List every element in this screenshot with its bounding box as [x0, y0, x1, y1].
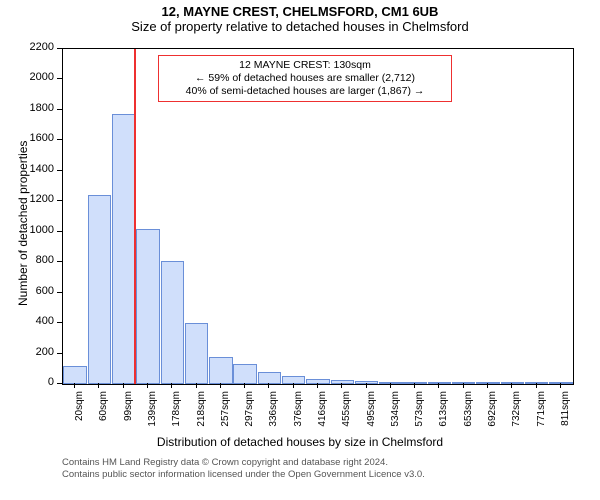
chart-container: 12, MAYNE CREST, CHELMSFORD, CM1 6UB Siz…: [0, 0, 600, 500]
x-tick-mark: [536, 383, 537, 388]
x-tick-mark: [414, 383, 415, 388]
footer-line-2: Contains public sector information licen…: [62, 469, 425, 481]
x-tick-label: 218sqm: [196, 391, 207, 441]
histogram-bar: [258, 372, 281, 384]
x-tick-label: 455sqm: [341, 391, 352, 441]
x-tick-mark: [487, 383, 488, 388]
x-tick-mark: [123, 383, 124, 388]
histogram-bar: [379, 382, 402, 384]
footer-attribution: Contains HM Land Registry data © Crown c…: [62, 457, 425, 481]
y-tick-mark: [57, 200, 62, 201]
x-tick-mark: [511, 383, 512, 388]
y-tick-mark: [57, 78, 62, 79]
property-marker-line: [134, 49, 136, 384]
y-tick-label: 600: [20, 285, 54, 297]
x-tick-mark: [147, 383, 148, 388]
y-tick-label: 0: [20, 376, 54, 388]
x-tick-mark: [366, 383, 367, 388]
x-tick-mark: [244, 383, 245, 388]
x-tick-mark: [196, 383, 197, 388]
x-tick-label: 178sqm: [171, 391, 182, 441]
y-tick-mark: [57, 231, 62, 232]
x-tick-mark: [171, 383, 172, 388]
x-tick-mark: [390, 383, 391, 388]
plot-area: 12 MAYNE CREST: 130sqm← 59% of detached …: [62, 48, 574, 385]
x-tick-label: 99sqm: [123, 391, 134, 441]
x-tick-mark: [74, 383, 75, 388]
property-annotation-box: 12 MAYNE CREST: 130sqm← 59% of detached …: [158, 55, 452, 102]
histogram-bar: [185, 323, 208, 384]
x-tick-label: 613sqm: [438, 391, 449, 441]
y-tick-mark: [57, 322, 62, 323]
histogram-bar: [282, 376, 305, 384]
histogram-bar: [209, 357, 232, 384]
histogram-bar: [63, 366, 86, 384]
y-tick-label: 1600: [20, 132, 54, 144]
annotation-line: 40% of semi-detached houses are larger (…: [165, 85, 445, 98]
x-tick-mark: [268, 383, 269, 388]
y-tick-label: 1800: [20, 102, 54, 114]
y-tick-mark: [57, 383, 62, 384]
histogram-bar: [331, 380, 354, 384]
x-tick-label: 297sqm: [244, 391, 255, 441]
y-tick-label: 1200: [20, 193, 54, 205]
x-tick-label: 416sqm: [317, 391, 328, 441]
y-tick-mark: [57, 292, 62, 293]
y-tick-label: 2200: [20, 41, 54, 53]
y-tick-mark: [57, 170, 62, 171]
y-tick-mark: [57, 353, 62, 354]
x-tick-mark: [98, 383, 99, 388]
y-tick-mark: [57, 109, 62, 110]
histogram-bar: [549, 382, 572, 384]
x-tick-label: 534sqm: [390, 391, 401, 441]
histogram-bar: [525, 382, 548, 384]
histogram-bar: [88, 195, 111, 384]
histogram-bar: [233, 364, 256, 384]
x-tick-label: 495sqm: [366, 391, 377, 441]
x-tick-label: 20sqm: [74, 391, 85, 441]
histogram-bar: [161, 261, 184, 384]
annotation-line: 12 MAYNE CREST: 130sqm: [165, 59, 445, 72]
x-tick-label: 376sqm: [293, 391, 304, 441]
x-tick-label: 653sqm: [463, 391, 474, 441]
x-tick-label: 336sqm: [268, 391, 279, 441]
y-tick-label: 1000: [20, 224, 54, 236]
histogram-bar: [136, 229, 159, 384]
x-tick-label: 139sqm: [147, 391, 158, 441]
y-tick-label: 1400: [20, 163, 54, 175]
y-tick-label: 200: [20, 346, 54, 358]
y-tick-mark: [57, 261, 62, 262]
x-tick-mark: [560, 383, 561, 388]
x-tick-label: 573sqm: [414, 391, 425, 441]
y-tick-label: 800: [20, 254, 54, 266]
x-tick-label: 771sqm: [536, 391, 547, 441]
x-tick-mark: [220, 383, 221, 388]
x-tick-label: 60sqm: [98, 391, 109, 441]
x-tick-mark: [317, 383, 318, 388]
chart-subtitle: Size of property relative to detached ho…: [0, 19, 600, 36]
x-tick-label: 811sqm: [560, 391, 571, 441]
x-tick-mark: [438, 383, 439, 388]
y-tick-mark: [57, 139, 62, 140]
histogram-bar: [428, 382, 451, 384]
x-tick-mark: [341, 383, 342, 388]
footer-line-1: Contains HM Land Registry data © Crown c…: [62, 457, 425, 469]
annotation-line: ← 59% of detached houses are smaller (2,…: [165, 72, 445, 85]
chart-title-address: 12, MAYNE CREST, CHELMSFORD, CM1 6UB: [0, 0, 600, 19]
x-tick-label: 257sqm: [220, 391, 231, 441]
histogram-bar: [501, 382, 524, 384]
histogram-bar: [403, 382, 426, 384]
histogram-bar: [355, 381, 378, 384]
x-tick-mark: [463, 383, 464, 388]
x-tick-label: 732sqm: [511, 391, 522, 441]
y-tick-mark: [57, 48, 62, 49]
y-tick-label: 2000: [20, 71, 54, 83]
histogram-bar: [112, 114, 135, 384]
x-tick-mark: [293, 383, 294, 388]
x-tick-label: 692sqm: [487, 391, 498, 441]
histogram-bar: [452, 382, 475, 384]
y-tick-label: 400: [20, 315, 54, 327]
